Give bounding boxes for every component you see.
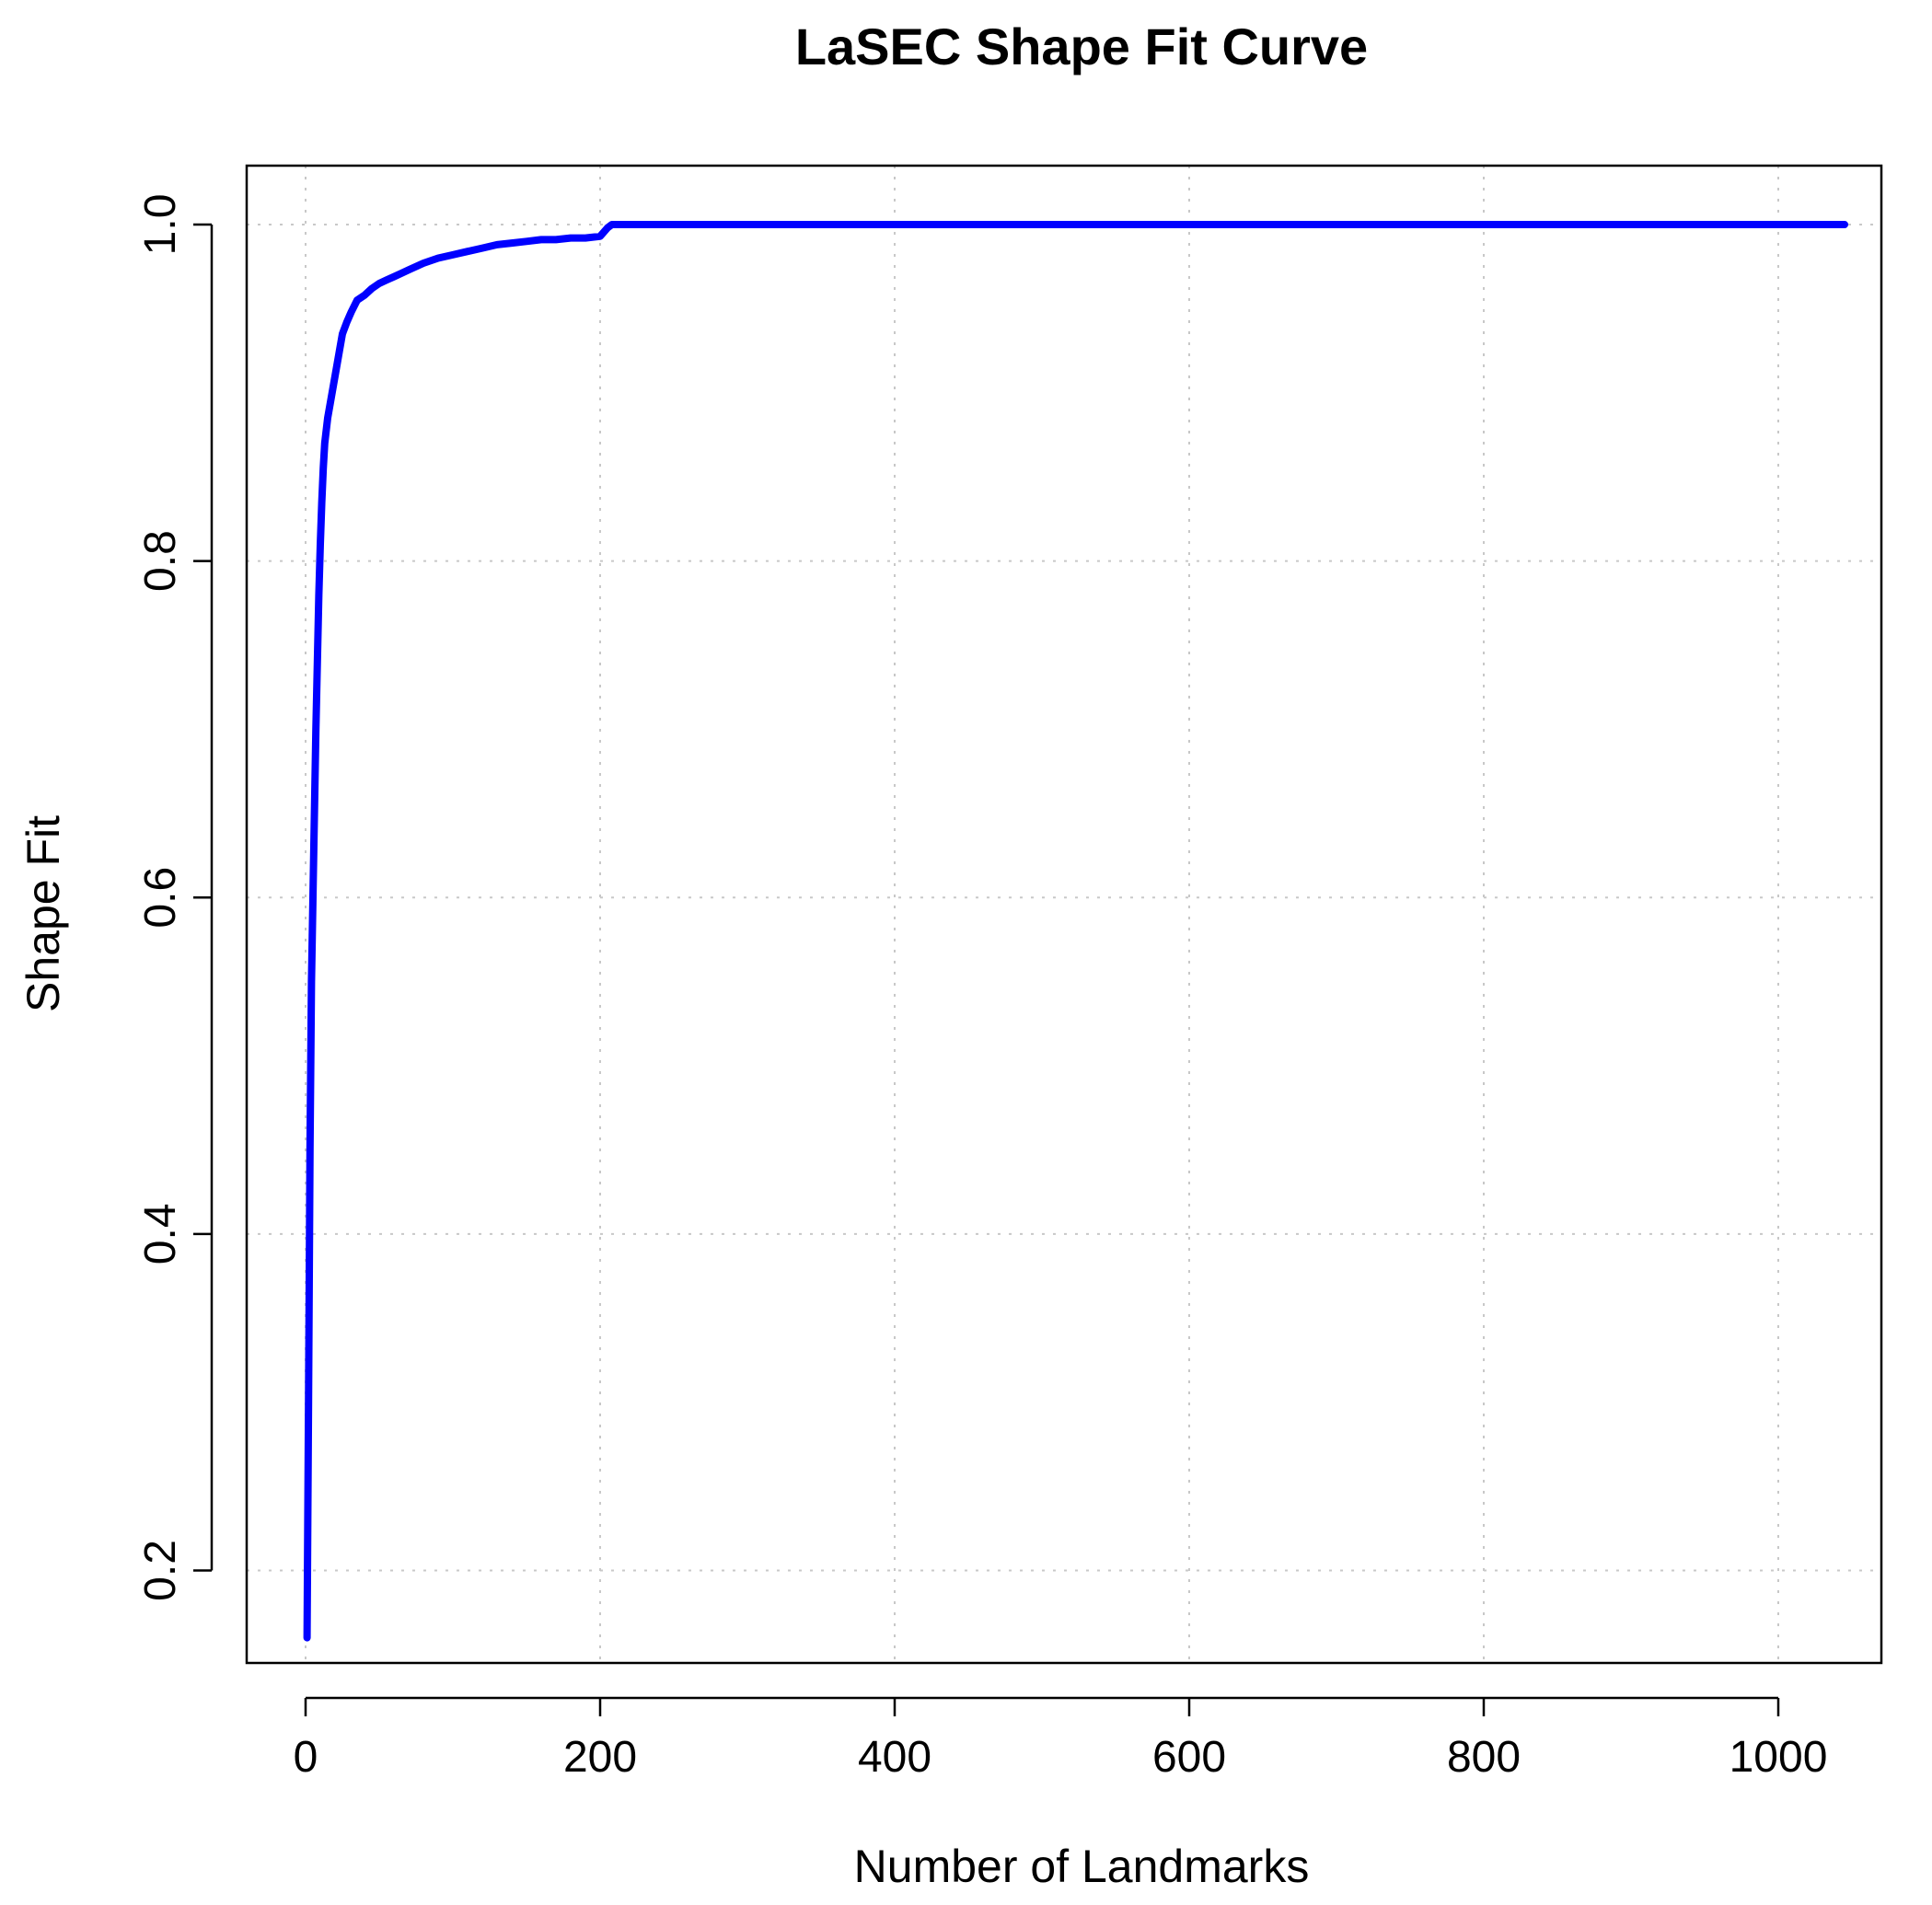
x-tick-label-1: 200 (563, 1733, 637, 1782)
y-tick-label-1: 0.4 (136, 1203, 185, 1264)
grid-lines (247, 166, 1881, 1663)
plot-area (303, 221, 1848, 1642)
y-axis: 0.2 0.4 0.6 0.8 1.0 (136, 194, 214, 1601)
chart-title: LaSEC Shape Fit Curve (795, 17, 1368, 75)
plot-frame (245, 164, 1883, 1665)
x-axis: 0 200 400 600 800 1000 (294, 1696, 1828, 1782)
x-tick-label-3: 600 (1152, 1733, 1226, 1782)
series-line-0 (303, 221, 1848, 1642)
x-tick-label-2: 400 (858, 1733, 931, 1782)
x-tick-label-5: 1000 (1730, 1733, 1828, 1782)
y-axis-label: Shape Fit (17, 815, 69, 1012)
y-tick-label-2: 0.6 (136, 867, 185, 929)
x-tick-label-0: 0 (294, 1733, 318, 1782)
x-axis-label: Number of Landmarks (854, 1841, 1310, 1892)
y-tick-label-0: 0.2 (136, 1540, 185, 1601)
x-tick-label-4: 800 (1447, 1733, 1521, 1782)
y-tick-label-4: 1.0 (136, 194, 185, 256)
y-tick-label-3: 0.8 (136, 530, 185, 592)
